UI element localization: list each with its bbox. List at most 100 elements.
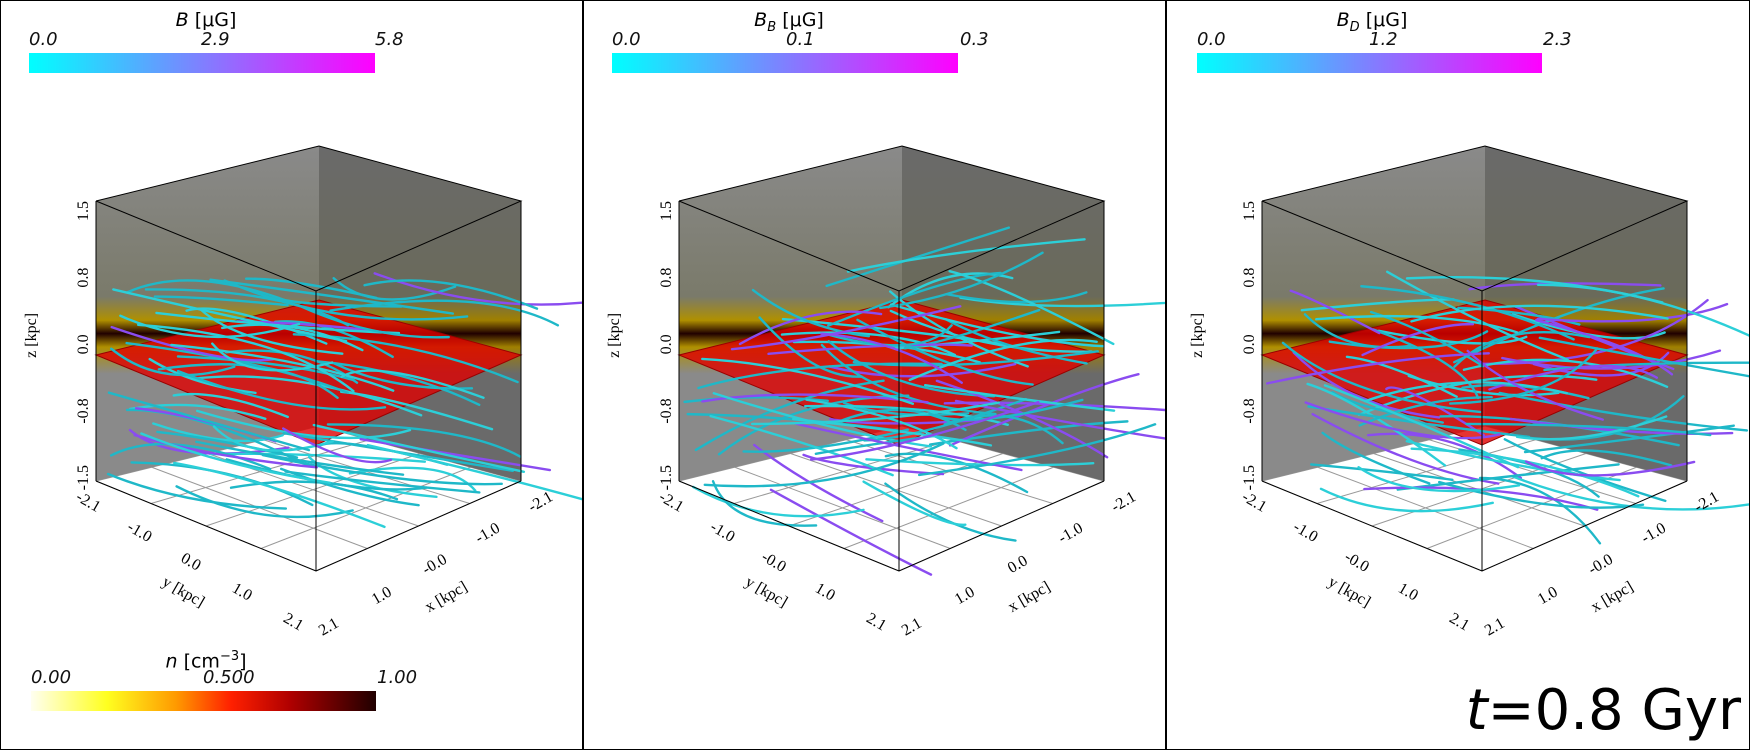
density-tick-mid: 0.500 [203,667,255,688]
field-line [1536,302,1729,323]
field-line [1357,466,1521,493]
field-line [1319,487,1494,513]
field-line [128,403,267,420]
y-tick-label: 2.1 [280,610,306,635]
field-line [889,303,1105,348]
field-line [1300,298,1455,312]
field-colorbar [29,53,375,73]
field-line [191,375,423,417]
field-line [1289,289,1381,335]
x-tick-label: -2.1 [1692,488,1722,515]
field-line [703,442,945,488]
field-line-scene: 1.5 0.8 0.0 -0.8 -1.5 z [kpc] -2.1 -1.0 -0.0 1.0 2… [1189,145,1749,639]
field-line [1281,341,1482,414]
field-line [1357,374,1598,417]
field-line [959,296,1165,308]
x-tick-label: -1.0 [1056,520,1086,547]
panel-total-field: B [μG] 0.0 2.9 5.8 1.5 0.8 0.0 -0.8 -1.5 z [k… [0,0,583,750]
field-line [923,383,1116,412]
field-line [363,279,539,310]
field-line [701,393,929,404]
z-tick-label: 0.8 [658,268,675,288]
field-line [107,391,311,452]
field-line [130,461,314,507]
field-line [738,310,883,346]
field-line [1306,382,1447,467]
x-tick-label: -0.0 [1586,551,1616,578]
field-line [1366,432,1523,480]
field-line [109,347,236,377]
field-line [769,488,933,576]
field-colorbar [1197,53,1542,73]
field-line [1511,313,1666,340]
field-line [366,443,582,501]
field-line [1488,364,1659,391]
field-line [148,357,257,395]
field-line [846,238,1086,273]
z-tick-label: 0.0 [1241,334,1258,354]
box-edges [1261,145,1689,572]
field-line [780,331,957,357]
field-line [802,453,945,476]
y-axis-label: y [kpc] [742,573,790,611]
field-line [152,422,284,443]
colorbar-symbol: B [754,9,768,31]
colorbar-tick-max: 5.8 [375,29,404,50]
z-axis-label: z [kpc] [23,313,40,358]
field-line [884,482,1017,542]
field-line [109,442,272,471]
field-line [1540,449,1673,467]
z-tick-label: 0.8 [1241,268,1258,288]
field-line [136,323,355,393]
z-tick-label: 1.5 [75,201,92,221]
field-lines [1265,270,1749,545]
field-line [170,343,395,392]
z-tick-label: -0.8 [1241,398,1258,423]
density-colorbar [31,691,376,711]
z-tick-label: 1.5 [1241,201,1258,221]
z-tick-label: -0.8 [75,398,92,423]
field-line [1377,329,1528,345]
field-line [199,307,344,355]
z-tick-label: 0.0 [75,334,92,354]
field-line [862,480,967,526]
y-tick-label: -2.1 [73,488,103,515]
field-line [312,423,526,473]
y-tick-label: -1.0 [124,518,154,545]
field-line [805,398,958,450]
field-line [1323,384,1520,469]
field-line [279,467,420,507]
field-line [751,401,1001,426]
field-line [282,432,514,473]
field-line [153,295,289,307]
field-line [133,433,318,469]
panel-bfield-d: BD [μG] 0.0 1.2 2.3 1.5 0.8 0.0 -0.8 -1.5 z [… [1166,0,1750,750]
field-line [1345,355,1458,398]
y-tick-label: 2.1 [863,610,889,635]
y-tick-label: -2.1 [656,488,686,515]
field-line [1358,396,1493,427]
field-line [223,279,469,321]
time-symbol: t [1465,678,1488,743]
field-line [1538,336,1749,378]
colorbar-symbol: B [175,9,189,31]
field-line [889,309,1093,353]
z-tick-label: -1.5 [75,465,92,490]
field-line [106,472,288,510]
field-line [340,369,485,399]
y-tick-label: -2.1 [1239,488,1269,515]
density-unit: [cm [183,650,220,673]
x-tick-label: 2.1 [899,615,925,640]
colorbar-unit: [μG] [1365,9,1408,31]
field-line [156,430,299,459]
field-line-scene: 1.5 0.8 0.0 -0.8 -1.5 z [kpc] -2.1 -1.0 -0.0 1.0 2… [606,145,1165,640]
field-line [751,288,870,338]
field-line [339,390,494,431]
y-tick-label: 1.0 [229,580,255,605]
density-unit-close: ] [239,650,247,673]
field-line [1307,405,1531,439]
field-line [195,409,412,440]
field-line [917,423,1157,477]
field-line [758,316,863,378]
y-tick-label: 1.0 [812,580,838,605]
